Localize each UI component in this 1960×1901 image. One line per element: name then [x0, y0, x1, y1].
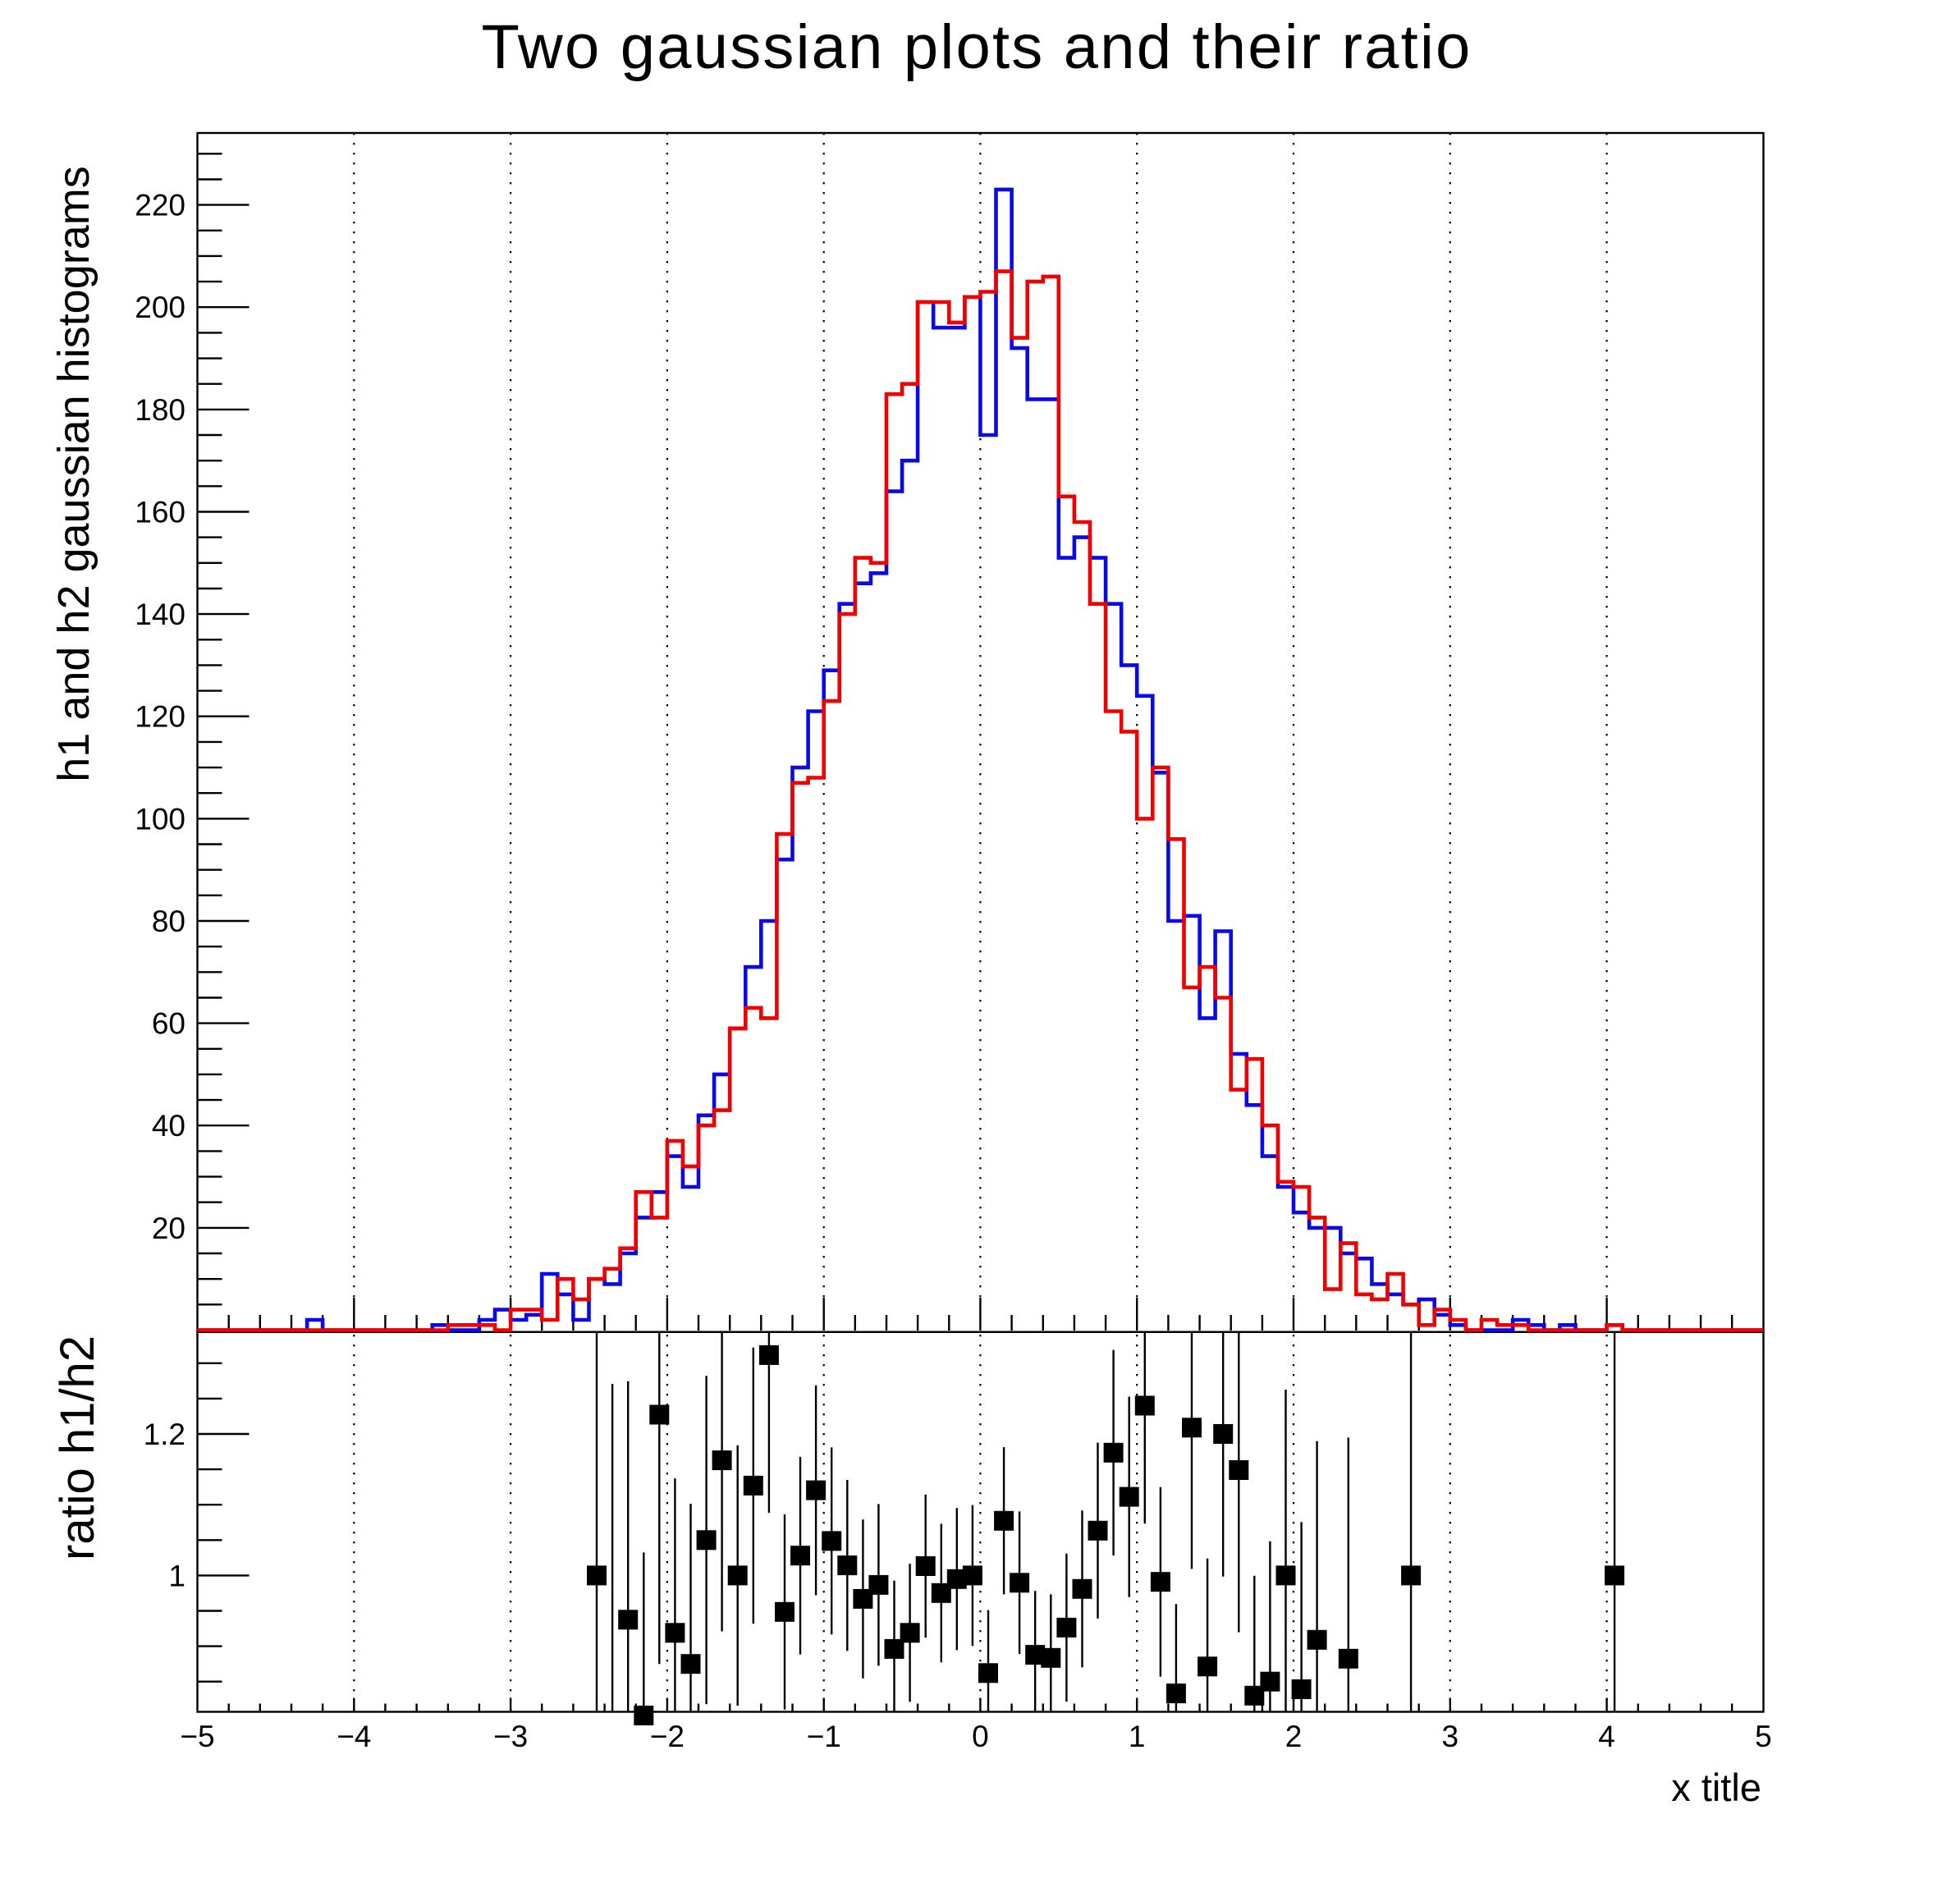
svg-text:80: 80: [152, 905, 185, 938]
svg-text:40: 40: [152, 1109, 185, 1143]
svg-text:2: 2: [1285, 1720, 1303, 1753]
svg-text:4: 4: [1598, 1720, 1615, 1753]
svg-text:180: 180: [135, 393, 185, 427]
svg-text:1: 1: [1129, 1720, 1146, 1753]
svg-text:x title: x title: [1671, 1766, 1761, 1809]
svg-text:Two gaussian plots and their r: Two gaussian plots and their ratio: [481, 12, 1472, 82]
svg-text:100: 100: [135, 802, 185, 836]
svg-text:120: 120: [135, 700, 185, 734]
svg-text:5: 5: [1755, 1720, 1772, 1753]
svg-text:220: 220: [135, 189, 185, 222]
svg-text:160: 160: [135, 496, 185, 529]
svg-text:−3: −3: [493, 1720, 528, 1753]
svg-text:−5: −5: [180, 1720, 214, 1753]
svg-text:1.2: 1.2: [144, 1418, 185, 1451]
svg-text:−2: −2: [650, 1720, 685, 1753]
svg-text:−4: −4: [337, 1720, 371, 1753]
svg-text:1: 1: [168, 1559, 185, 1592]
svg-text:3: 3: [1442, 1720, 1459, 1753]
svg-text:h1 and h2 gaussian histograms: h1 and h2 gaussian histograms: [49, 166, 98, 782]
svg-text:140: 140: [135, 598, 185, 631]
svg-text:0: 0: [972, 1720, 989, 1753]
svg-text:200: 200: [135, 291, 185, 324]
svg-text:ratio h1/h2: ratio h1/h2: [51, 1335, 104, 1560]
svg-text:60: 60: [152, 1007, 185, 1041]
svg-text:−1: −1: [807, 1720, 841, 1753]
svg-text:20: 20: [152, 1212, 185, 1245]
